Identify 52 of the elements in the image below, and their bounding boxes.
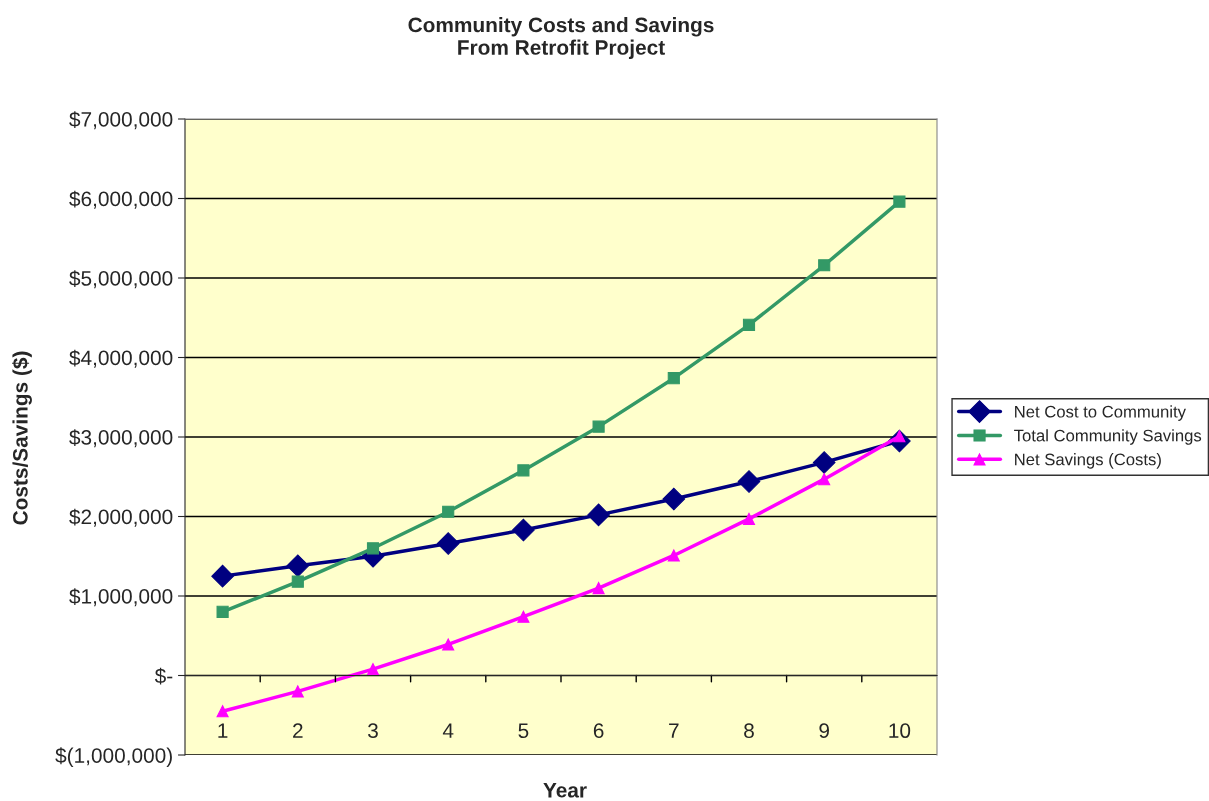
y-tick-label: $4,000,000 [69, 349, 173, 368]
point [667, 549, 680, 562]
point [436, 532, 460, 555]
point [517, 610, 530, 623]
y-tick-label: $7,000,000 [69, 111, 173, 130]
x-tick-label: 6 [593, 723, 604, 739]
point [737, 470, 761, 493]
point [286, 554, 310, 578]
point [812, 451, 836, 474]
x-tick-label: 9 [819, 723, 830, 739]
x-axis-title: Year [543, 783, 587, 798]
point [818, 259, 831, 272]
point [211, 564, 234, 588]
y-tick-label: $1,000,000 [69, 588, 173, 607]
point [291, 575, 304, 588]
point [742, 512, 756, 525]
x-tick-label: 1 [218, 723, 228, 738]
y-tick-label: $6,000,000 [69, 190, 173, 209]
point [587, 503, 610, 527]
point [216, 605, 229, 618]
point [893, 195, 906, 208]
point [818, 473, 831, 486]
point [366, 663, 380, 676]
y-tick-label: $(1,000,000) [55, 747, 172, 768]
point [667, 372, 680, 385]
point [662, 487, 686, 511]
point [216, 705, 229, 718]
y-tick-label: $- [154, 667, 173, 685]
point [512, 518, 535, 542]
x-tick-label: 10 [889, 723, 911, 739]
point [517, 464, 530, 477]
y-axis-title: Costs/Savings ($) [12, 351, 32, 525]
x-tick-label: 8 [744, 723, 754, 739]
point [592, 581, 605, 595]
x-tick-label: 5 [518, 723, 529, 739]
x-tick-label: 3 [368, 723, 378, 739]
point [291, 685, 304, 698]
point [442, 638, 455, 651]
point [366, 542, 380, 555]
x-tick-label: 7 [669, 723, 679, 738]
y-tick-label: $2,000,000 [69, 508, 173, 527]
point [442, 505, 455, 518]
y-tick-label: $3,000,000 [69, 429, 173, 448]
point [742, 318, 756, 331]
point [592, 420, 605, 433]
legend-label: Total Community Savings [1014, 429, 1202, 445]
chart-title: Community Costs and Savings From Retrofit Project [408, 17, 714, 59]
x-tick-label: 2 [293, 723, 303, 738]
x-tick-label: 4 [442, 723, 454, 738]
legend-label: Net Savings (Costs) [1015, 453, 1161, 469]
legend-label: Net Cost to Community [1015, 405, 1186, 421]
y-tick-label: $5,000,000 [69, 270, 173, 289]
